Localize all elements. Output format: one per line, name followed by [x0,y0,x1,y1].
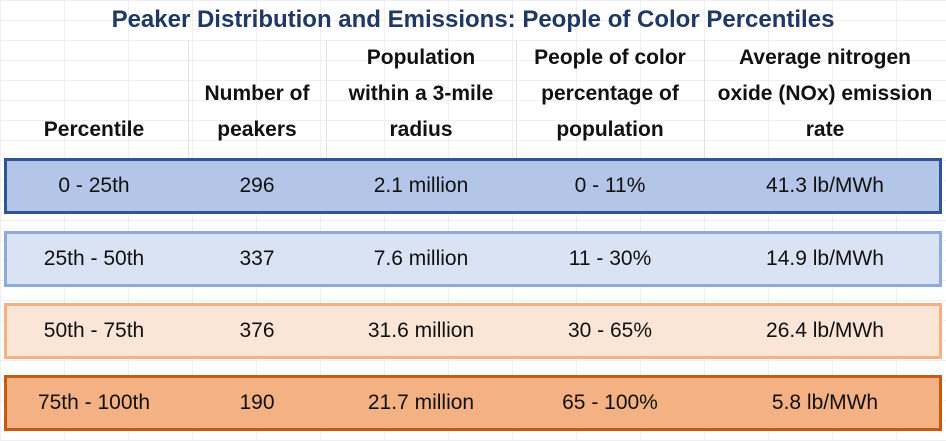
table-row: 0 - 25th 296 2.1 million 0 - 11% 41.3 lb/MWh [4,158,942,214]
column-divider [326,40,327,158]
header-percentile: Percentile [0,44,188,156]
table-row: 50th - 75th 376 31.6 million 30 - 65% 26.4 l… [4,303,942,359]
header-line: People of color [534,46,686,69]
table-row: 75th - 100th 190 21.7 million 65 - 100% 5.8 … [4,375,942,431]
header-population: Population within a 3-mile radius [326,44,516,156]
header-line: radius [389,118,453,141]
header-line: Percentile [43,118,145,141]
cell-percentile: 25th - 50th [43,247,145,270]
cell-percentile: 50th - 75th [43,319,145,342]
cell-poc-percentage: 65 - 100% [562,391,658,414]
header-number-of-peakers: Number of peakers [188,44,326,156]
header-nox-rate: Average nitrogen oxide (NOx) emission rate [704,44,946,156]
header-line: peakers [217,118,297,141]
header-line: Number of [204,82,310,105]
cell-poc-percentage: 11 - 30% [568,247,652,270]
cell-percentile: 0 - 25th [58,174,130,197]
header-line: Population [366,46,476,69]
cell-population: 7.6 million [373,247,469,270]
column-divider [188,40,189,158]
cell-peakers: 337 [239,247,275,270]
table-row: 25th - 50th 337 7.6 million 11 - 30% 14.9 lb… [4,231,942,287]
cell-population: 21.7 million [367,391,475,414]
table-title: Peaker Distribution and Emissions: Peopl… [111,6,835,33]
cell-peakers: 190 [239,391,275,414]
cell-nox-rate: 5.8 lb/MWh [771,391,879,414]
cell-peakers: 376 [239,319,275,342]
column-divider [516,40,517,158]
column-divider [704,40,705,158]
header-people-of-color: People of color percentage of population [516,44,704,156]
cell-population: 2.1 million [373,174,469,197]
header-line: rate [805,118,845,141]
cell-peakers: 296 [239,174,275,197]
cell-poc-percentage: 30 - 65% [567,319,653,342]
header-line: oxide (NOx) emission [717,82,933,105]
cell-population: 31.6 million [367,319,475,342]
header-line: within a 3-mile [348,82,494,105]
header-line: percentage of [541,82,679,105]
header-line: population [556,118,664,141]
cell-nox-rate: 26.4 lb/MWh [766,319,884,342]
cell-poc-percentage: 0 - 11% [574,174,646,197]
cell-percentile: 75th - 100th [37,391,151,414]
header-line: Average nitrogen [739,46,911,69]
cell-nox-rate: 41.3 lb/MWh [766,174,884,197]
cell-nox-rate: 14.9 lb/MWh [766,247,884,270]
